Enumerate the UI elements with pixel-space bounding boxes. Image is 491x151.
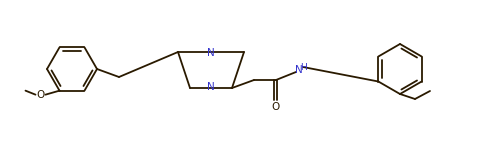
Text: N: N: [207, 48, 215, 58]
Text: N: N: [207, 82, 215, 92]
Text: N: N: [295, 65, 303, 75]
Text: O: O: [272, 102, 280, 112]
Text: O: O: [36, 90, 45, 100]
Text: H: H: [300, 64, 307, 72]
